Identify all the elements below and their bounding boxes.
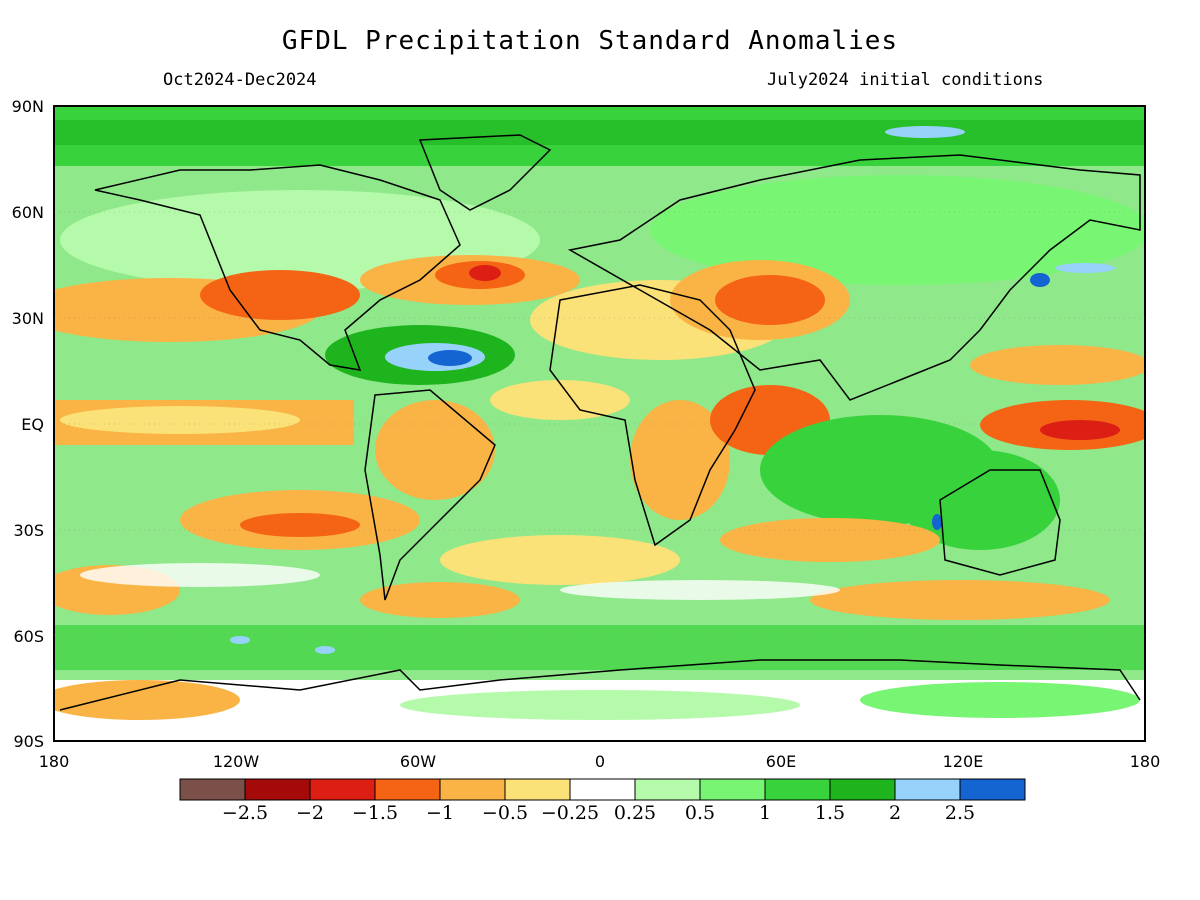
initial-conditions-label: July2024 initial conditions xyxy=(767,70,1044,90)
colorbar-swatch xyxy=(699,778,766,801)
colorbar-label: 0.25 xyxy=(614,802,656,824)
colorbar-swatch xyxy=(179,778,246,801)
australia-coast xyxy=(939,469,1061,576)
lon-label: 120W xyxy=(213,752,260,771)
colorbar-swatch xyxy=(569,778,636,801)
colorbar-swatch xyxy=(764,778,831,801)
colorbar-label: 1 xyxy=(759,802,771,824)
graticule xyxy=(54,211,1145,636)
lat-label: 90N xyxy=(12,97,44,116)
south-america-coast xyxy=(364,389,496,601)
colorbar-label: 1.5 xyxy=(815,802,845,824)
lon-label: 180 xyxy=(1130,752,1161,771)
lat-label: 30N xyxy=(12,309,44,328)
north-america-coast xyxy=(94,164,461,371)
lon-label: 60W xyxy=(400,752,436,771)
colorbar-label: −0.25 xyxy=(541,802,599,824)
lat-label: 90S xyxy=(13,732,44,751)
longitude-axis: 180 120W 60W 0 60E 120E 180 xyxy=(39,752,1161,771)
colorbar-label: −0.5 xyxy=(482,802,528,824)
colorbar-swatch xyxy=(634,778,701,801)
lat-label: 30S xyxy=(13,521,44,540)
forecast-period: Oct2024-Dec2024 xyxy=(163,70,317,90)
colorbar-label: 2.5 xyxy=(945,802,975,824)
greenland-coast xyxy=(418,134,552,211)
colorbar-label: −2.5 xyxy=(222,802,268,824)
colorbar-swatch xyxy=(439,778,506,801)
lon-label: 60E xyxy=(766,752,796,771)
colorbar-label: −2 xyxy=(296,802,324,824)
map-title: GFDL Precipitation Standard Anomalies xyxy=(281,26,899,56)
coastlines xyxy=(59,134,1141,711)
colorbar-swatch xyxy=(374,778,441,801)
antarctica-coast xyxy=(59,659,1141,711)
map-frame xyxy=(53,105,1146,742)
eurasia-coast xyxy=(567,154,1141,401)
lat-label: 60S xyxy=(13,627,44,646)
lon-label: 180 xyxy=(39,752,70,771)
colorbar-label: 0.5 xyxy=(685,802,715,824)
colorbar-label: −1.5 xyxy=(352,802,398,824)
colorbar-swatch xyxy=(894,778,961,801)
lon-label: 0 xyxy=(595,752,605,771)
colorbar-swatch xyxy=(244,778,311,801)
colorbar-label: −1 xyxy=(426,802,454,824)
lat-label: 60N xyxy=(12,203,44,222)
colorbar-swatch xyxy=(309,778,376,801)
colorbar-swatch xyxy=(504,778,571,801)
colorbar-swatch xyxy=(829,778,896,801)
lat-label: EQ xyxy=(21,415,44,434)
africa-coast xyxy=(549,284,756,547)
colorbar-label: 2 xyxy=(889,802,901,824)
anomaly-field xyxy=(54,106,1145,741)
latitude-axis: 90N 60N 30N EQ 30S 60S 90S xyxy=(12,97,44,751)
lon-label: 120E xyxy=(943,752,984,771)
colorbar-swatch xyxy=(959,778,1026,801)
colorbar: −2.5 −2 −1.5 −1 −0.5 −0.25 0.25 0.5 1 1.5 2 2.5 xyxy=(179,778,1026,824)
